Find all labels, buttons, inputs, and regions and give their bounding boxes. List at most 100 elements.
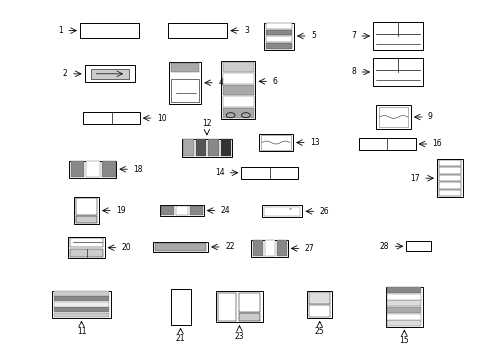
Bar <box>261 205 302 217</box>
Text: 18: 18 <box>133 165 142 174</box>
Bar <box>218 292 235 321</box>
Bar <box>265 43 291 49</box>
Bar <box>438 160 461 166</box>
Bar <box>386 307 421 313</box>
Text: 22: 22 <box>224 243 234 251</box>
Bar <box>385 287 422 327</box>
Bar <box>372 58 422 86</box>
Text: 6: 6 <box>272 77 277 86</box>
Bar <box>54 291 109 296</box>
Bar <box>220 139 231 156</box>
Text: 4: 4 <box>218 78 223 87</box>
Bar <box>153 242 208 252</box>
Bar <box>252 240 263 256</box>
Bar <box>102 161 116 177</box>
Bar <box>264 207 299 216</box>
Bar <box>70 161 84 177</box>
Bar <box>438 182 461 189</box>
Bar <box>74 197 99 224</box>
Bar <box>264 240 274 256</box>
Bar <box>438 167 461 174</box>
Text: 26: 26 <box>319 207 328 216</box>
Bar <box>276 240 286 256</box>
Bar <box>223 62 253 72</box>
Text: 15: 15 <box>399 336 408 345</box>
Bar <box>69 161 116 178</box>
Bar <box>308 305 330 317</box>
Text: 10: 10 <box>157 113 166 122</box>
Bar <box>223 85 253 95</box>
Bar <box>251 240 287 257</box>
Bar <box>91 69 128 78</box>
Bar <box>160 205 203 216</box>
Text: 12: 12 <box>202 119 211 128</box>
Bar <box>168 62 201 104</box>
Bar <box>190 206 203 215</box>
Bar <box>68 237 104 258</box>
Bar <box>52 291 111 318</box>
Bar <box>70 238 102 247</box>
Bar <box>54 302 109 306</box>
Text: 21: 21 <box>176 334 185 343</box>
Text: 11: 11 <box>77 328 86 336</box>
Bar <box>83 112 140 124</box>
Bar <box>376 105 410 129</box>
Bar <box>258 134 292 151</box>
Bar <box>76 198 97 215</box>
Text: 28: 28 <box>379 242 388 251</box>
Bar <box>238 293 260 312</box>
Bar <box>261 135 290 150</box>
Bar <box>359 138 415 150</box>
Bar <box>167 23 227 38</box>
Text: 9: 9 <box>427 112 432 121</box>
Bar <box>86 161 100 177</box>
Text: 16: 16 <box>432 139 441 148</box>
Text: 3: 3 <box>244 26 248 35</box>
Bar <box>265 36 291 42</box>
Text: 1: 1 <box>58 26 63 35</box>
Text: 8: 8 <box>350 68 355 77</box>
Bar <box>265 30 291 35</box>
Text: 24: 24 <box>220 206 230 215</box>
Bar <box>306 291 331 318</box>
Text: 27: 27 <box>304 244 314 253</box>
Text: 7: 7 <box>350 31 355 40</box>
Bar <box>308 292 330 304</box>
Bar <box>182 139 231 157</box>
Bar <box>171 79 198 102</box>
Text: 14: 14 <box>214 168 224 177</box>
Bar <box>54 307 109 312</box>
Text: 20: 20 <box>122 243 131 252</box>
Bar <box>175 206 188 215</box>
Bar <box>378 107 407 127</box>
Bar <box>438 190 461 197</box>
Text: 13: 13 <box>309 138 319 147</box>
Bar <box>170 289 190 325</box>
Bar <box>155 243 206 251</box>
Bar <box>170 63 199 72</box>
Bar <box>208 139 218 156</box>
Text: 25: 25 <box>314 328 324 336</box>
Bar <box>80 23 139 38</box>
Bar <box>436 159 462 197</box>
Bar <box>386 320 421 326</box>
Bar <box>183 139 193 156</box>
Bar <box>264 22 293 49</box>
Bar <box>54 312 109 318</box>
Bar <box>386 294 421 300</box>
Bar <box>216 292 263 322</box>
Bar <box>386 287 421 293</box>
Bar <box>221 61 255 119</box>
Bar <box>386 301 421 306</box>
Text: 23: 23 <box>234 332 244 341</box>
Bar <box>223 96 253 107</box>
Text: 17: 17 <box>409 174 419 183</box>
Bar <box>265 23 291 28</box>
Bar <box>386 314 421 320</box>
Text: °: ° <box>287 209 291 214</box>
Text: 2: 2 <box>63 69 67 78</box>
Bar <box>70 249 102 257</box>
Bar <box>161 206 174 215</box>
Text: 5: 5 <box>310 31 315 40</box>
Bar <box>438 175 461 181</box>
